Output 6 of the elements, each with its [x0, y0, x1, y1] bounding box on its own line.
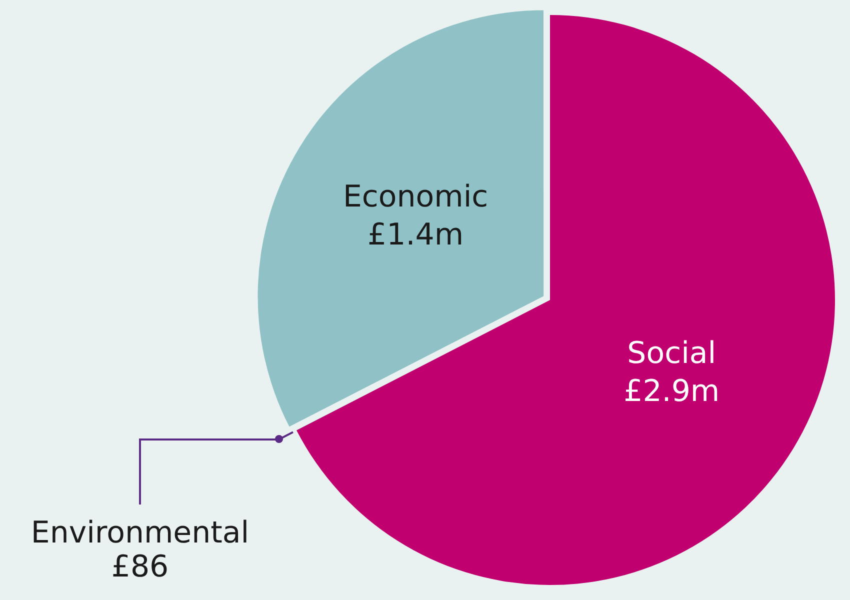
data-label: £86 — [111, 549, 169, 584]
slice-label: Economic — [342, 180, 488, 215]
slice-label: Environmental — [30, 515, 250, 550]
slice-label: Social — [627, 336, 716, 372]
data-label: £2.9m — [624, 374, 720, 410]
data-label: £1.4m — [368, 218, 464, 253]
